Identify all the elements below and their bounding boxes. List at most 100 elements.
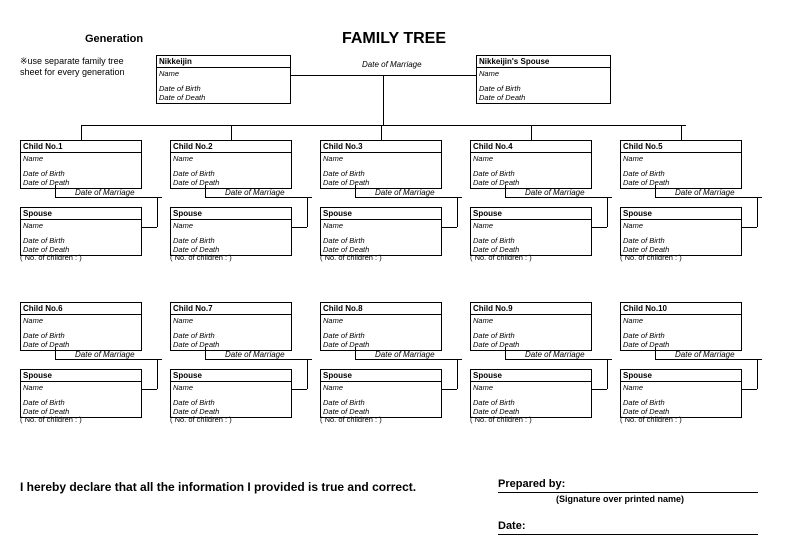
noc-label: ( No. of children : ) [170,253,232,262]
parent1-header: Nikkeijin [157,56,290,67]
connector [531,125,532,140]
dod-field: Date of Death [23,340,139,349]
noc-label: ( No. of children : ) [320,415,382,424]
dod-field: Date of Death [173,178,289,187]
name-field: Name [623,154,739,163]
connector [383,75,384,125]
connector [355,347,356,359]
box-header: Child No.2 [171,141,291,152]
dob-field: Date of Birth [323,398,439,407]
noc-label: ( No. of children : ) [320,253,382,262]
connector [205,185,206,197]
connector [655,197,762,198]
dob-field: Date of Birth [23,331,139,340]
connector [742,389,757,390]
dom-label: Date of Marriage [525,188,585,197]
dom-label: Date of Marriage [675,350,735,359]
name-field: Name [473,316,589,325]
name-field: Name [623,221,739,230]
spouse-box: SpouseNameDate of BirthDate of Death [170,207,292,256]
box-header: Spouse [471,370,591,381]
signature-line [498,492,758,493]
box-header: Spouse [321,208,441,219]
noc-label: ( No. of children : ) [470,253,532,262]
name-field: Name [23,383,139,392]
child-box: Child No.4NameDate of BirthDate of Death [470,140,592,189]
child-box: Child No.8NameDate of BirthDate of Death [320,302,442,351]
connector [505,359,612,360]
date-line [498,534,758,535]
box-body: NameDate of BirthDate of Death [321,152,441,188]
dob-field: Date of Birth [473,169,589,178]
dod-field: Date of Death [623,178,739,187]
name-field: Name [323,221,439,230]
parent1-name: Name [159,69,288,78]
dob-field: Date of Birth [473,331,589,340]
spouse-box: SpouseNameDate of BirthDate of Death [620,207,742,256]
box-body: Name Date of BirthDate of Death [621,152,741,188]
connector [505,185,506,197]
dom-label: Date of Marriage [675,188,735,197]
connector [757,197,758,227]
box-body: NameDate of BirthDate of Death [21,314,141,350]
generation-label: Generation [85,33,143,45]
box-header: Child No.9 [471,303,591,314]
child-box: Child No.9NameDate of BirthDate of Death [470,302,592,351]
noc-label: ( No. of children : ) [170,415,232,424]
connector [442,227,457,228]
box-header: Child No.10 [621,303,741,314]
name-field: Name [173,221,289,230]
box-header: Child No.1 [21,141,141,152]
connector [381,125,382,140]
connector [655,359,762,360]
box-header: Child No.6 [21,303,141,314]
connector [355,197,462,198]
dob-field: Date of Birth [473,236,589,245]
spouse-box: SpouseNameDate of BirthDate of Death [20,369,142,418]
spouse-box: SpouseNameDate of BirthDate of Death [320,369,442,418]
noc-label: ( No. of children : ) [470,415,532,424]
dom-label: Date of Marriage [75,188,135,197]
dob-field: Date of Birth [623,331,739,340]
box-body: NameDate of BirthDate of Death [471,219,591,255]
connector [292,227,307,228]
signature-caption: (Signature over printed name) [556,494,684,504]
child-box: Child No.5 Name Date of BirthDate of Death [620,140,742,189]
connector [655,347,656,359]
dob-field: Date of Birth [23,236,139,245]
child-box: Child No.2NameDate of BirthDate of Death [170,140,292,189]
connector [81,125,82,140]
noc-label: ( No. of children : ) [20,253,82,262]
name-field: Name [623,316,739,325]
prepared-by-label: Prepared by: [498,478,565,490]
child-box: Child No.3NameDate of BirthDate of Death [320,140,442,189]
dob-field: Date of Birth [23,169,139,178]
dob-field: Date of Birth [323,331,439,340]
dod-field: Date of Death [323,340,439,349]
connector [457,359,458,389]
box-header: Spouse [171,370,291,381]
name-field: Name [173,154,289,163]
parent2-name: Name [479,69,608,78]
box-header: Child No.7 [171,303,291,314]
child-box: Child No.1 Name Date of BirthDate of Death [20,140,142,189]
dod-field: Date of Death [23,178,139,187]
spouse-box: SpouseNameDate of BirthDate of Death [170,369,292,418]
dob-field: Date of Birth [623,169,739,178]
dob-field: Date of Birth [623,236,739,245]
connector [457,197,458,227]
box-body: NameDate of BirthDate of Death [471,152,591,188]
box-header: Child No.5 [621,141,741,152]
dob-field: Date of Birth [473,398,589,407]
box-header: Spouse [621,208,741,219]
name-field: Name [23,221,139,230]
dob-field: Date of Birth [323,169,439,178]
note-text: ※use separate family tree sheet for ever… [20,56,140,78]
connector [142,227,157,228]
name-field: Name [473,221,589,230]
name-field: Name [23,154,139,163]
child-box: Child No.7NameDate of BirthDate of Death [170,302,292,351]
box-body: NameDate of BirthDate of Death [171,152,291,188]
noc-label: ( No. of children : ) [620,253,682,262]
parent1-dod: Date of Death [159,93,288,102]
